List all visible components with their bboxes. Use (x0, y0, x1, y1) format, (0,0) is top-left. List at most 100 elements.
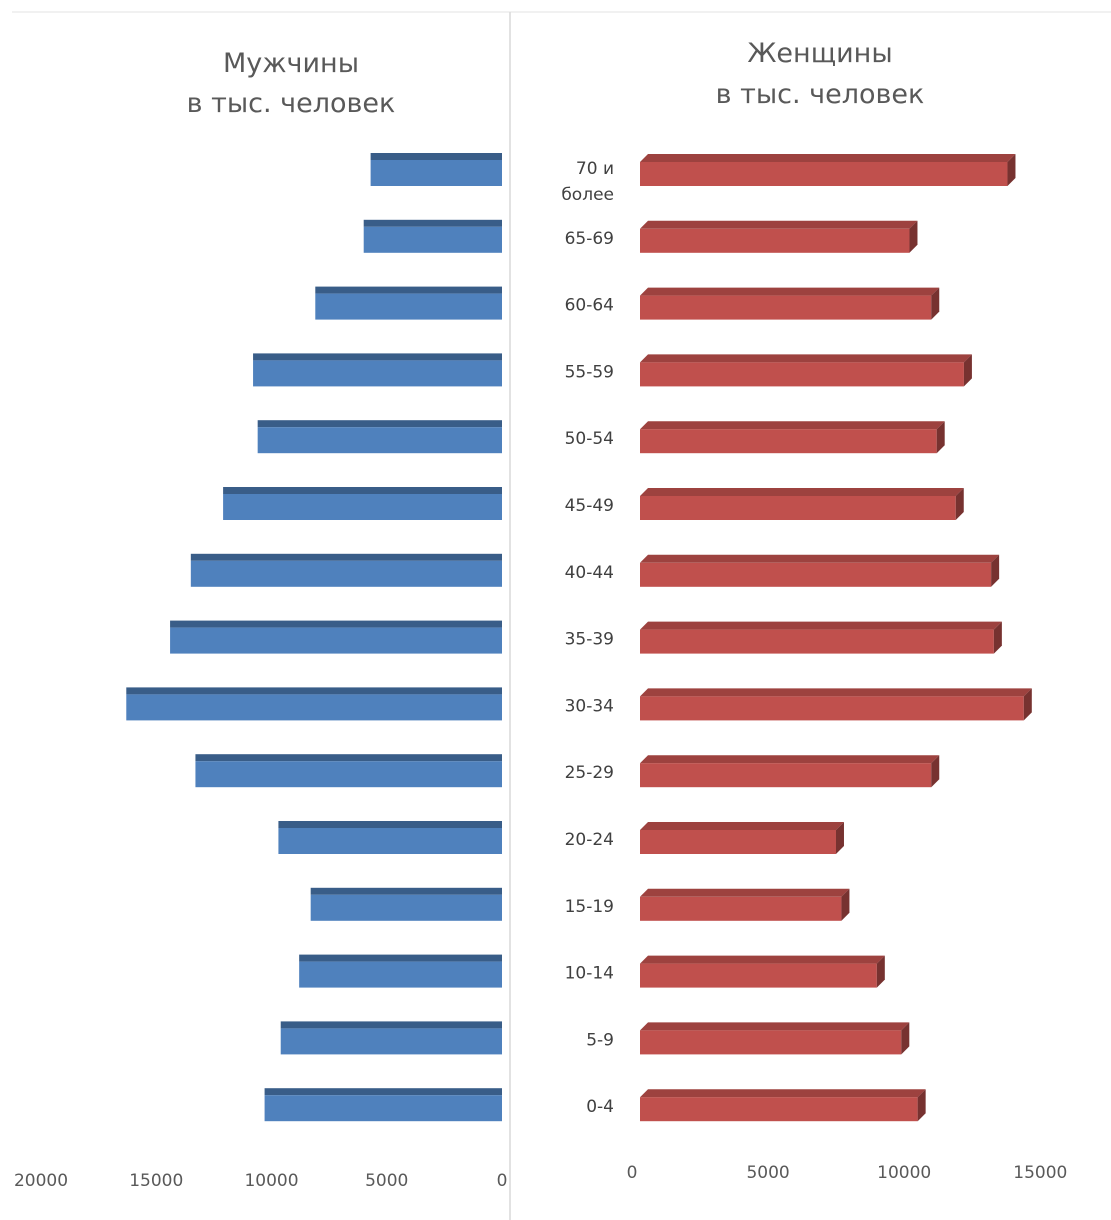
female-bar-side (1023, 688, 1032, 721)
male-bar-top (315, 286, 502, 294)
male-series (126, 153, 502, 1122)
female-tick-label: 15000 (1013, 1163, 1067, 1183)
male-bar-top (278, 821, 502, 828)
female-tick-label: 10000 (877, 1163, 931, 1183)
female-bar (640, 488, 964, 520)
female-bar-top (640, 888, 850, 897)
female-bar-side (909, 220, 918, 253)
age-group-label: 25-29 (565, 763, 614, 783)
female-bar-face (640, 429, 937, 454)
female-bar-face (640, 496, 956, 520)
female-bar-top (640, 220, 918, 229)
female-title: Женщины (747, 38, 892, 69)
male-tick-label: 15000 (129, 1171, 183, 1191)
female-bar (640, 955, 885, 988)
female-bar-top (640, 287, 940, 296)
female-bar-side (991, 554, 1000, 587)
female-bar (640, 888, 850, 921)
female-bar-side (1007, 154, 1016, 186)
female-bar-side (835, 822, 844, 854)
female-bar-face (640, 1097, 918, 1122)
female-bar-top (640, 421, 945, 430)
female-bar-face (640, 562, 992, 587)
age-group-label: 45-49 (565, 496, 614, 516)
age-group-label: 5-9 (586, 1030, 614, 1050)
age-group-label: 40-44 (565, 563, 614, 583)
age-group-label: 10-14 (565, 964, 614, 984)
male-bar (253, 353, 502, 387)
female-bar (640, 354, 972, 387)
male-bar (280, 1021, 502, 1055)
male-bar-top (126, 687, 502, 695)
age-group-label: 35-39 (565, 630, 614, 650)
male-bar-top (170, 620, 502, 628)
female-bar (640, 1022, 910, 1055)
age-group-label: 65-69 (565, 229, 614, 249)
male-bar-face (190, 560, 502, 587)
male-bar (195, 754, 502, 788)
male-bar-face (223, 494, 502, 520)
male-bar-face (299, 961, 502, 988)
male-bar (257, 420, 502, 454)
male-bar-face (280, 1028, 502, 1055)
male-bar-face (315, 293, 502, 320)
female-bar-top (640, 955, 885, 964)
male-bar-face (363, 226, 502, 253)
female-bar-face (640, 696, 1024, 721)
male-bar-top (253, 353, 502, 361)
female-bar-side (931, 755, 940, 788)
male-bar (370, 153, 502, 186)
male-bar-top (223, 487, 502, 494)
age-group-label-cont: более (561, 185, 614, 205)
age-group-label: 20-24 (565, 830, 614, 850)
age-group-label: 55-59 (565, 362, 614, 382)
male-bar-face (170, 627, 502, 654)
male-axis-ticks: 20000 15000 10000 5000 0 (14, 1171, 507, 1191)
female-bar-face (640, 162, 1008, 186)
male-bar (264, 1088, 502, 1122)
female-bar-side (931, 287, 940, 320)
female-bar (640, 822, 844, 854)
female-bar-face (640, 896, 842, 921)
female-bar-face (640, 763, 932, 788)
male-bar-top (257, 420, 502, 428)
male-bar (126, 687, 502, 721)
male-bar-face (195, 761, 502, 788)
female-bar (640, 755, 940, 788)
male-bar-face (257, 427, 502, 454)
female-bar-face (640, 1030, 902, 1055)
age-group-label: 50-54 (565, 429, 614, 449)
male-bar-face (126, 694, 502, 721)
female-bar-face (640, 963, 877, 988)
female-bar (640, 421, 945, 454)
male-bar-face (264, 1095, 502, 1122)
female-bar-top (640, 755, 940, 764)
age-group-label: 70 и (576, 159, 614, 179)
male-bar-face (310, 894, 502, 921)
female-bar-face (640, 362, 964, 387)
female-bar-top (640, 688, 1032, 697)
male-tick-label: 5000 (365, 1171, 408, 1191)
female-series (640, 154, 1032, 1122)
female-bar-side (876, 955, 885, 988)
male-bar (278, 821, 502, 854)
female-bar-face (640, 629, 994, 654)
male-bar-top (363, 219, 502, 227)
female-tick-label: 5000 (746, 1163, 789, 1183)
male-bar-face (370, 160, 502, 186)
female-bar (640, 154, 1016, 186)
female-bar-top (640, 1022, 910, 1031)
male-bar-top (264, 1088, 502, 1096)
female-bar-side (917, 1089, 926, 1122)
male-bar-top (299, 954, 502, 962)
female-bar-top (640, 621, 1002, 630)
male-bar-top (195, 754, 502, 762)
age-group-label: 0-4 (586, 1097, 614, 1117)
female-bar-top (640, 354, 972, 363)
male-bar (310, 887, 502, 921)
female-bar-top (640, 1089, 926, 1098)
female-bar-face (640, 830, 836, 854)
male-bar-top (280, 1021, 502, 1029)
